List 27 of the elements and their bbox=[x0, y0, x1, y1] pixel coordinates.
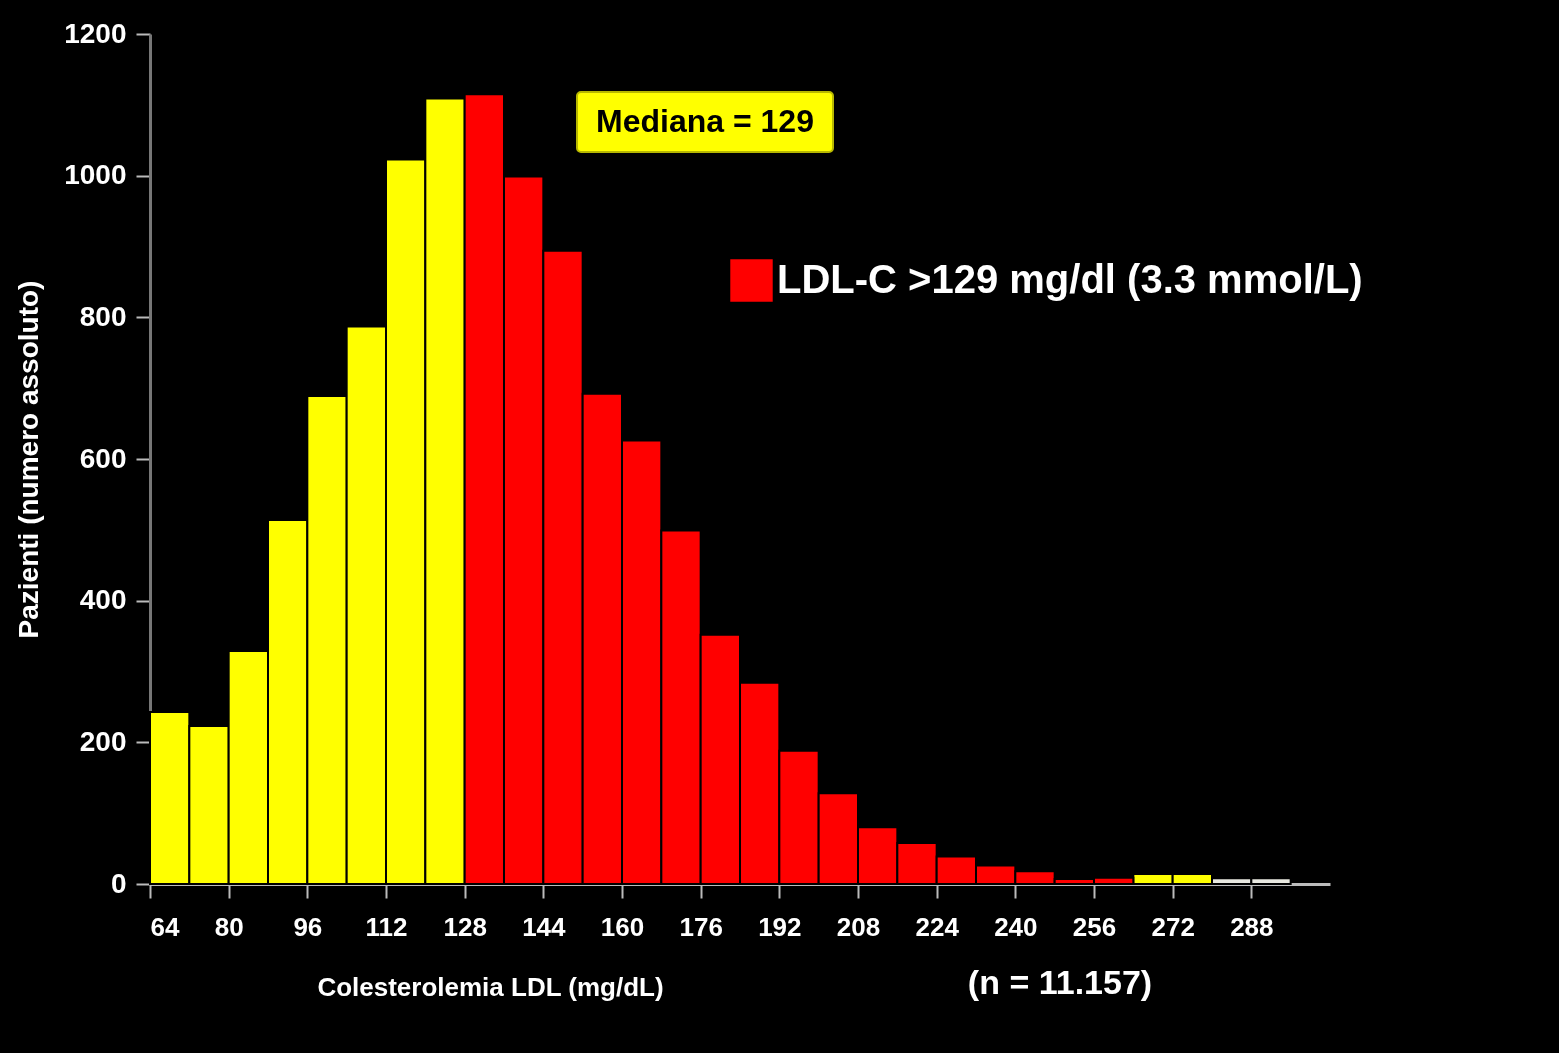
y-tick-label: 400 bbox=[79, 584, 127, 616]
x-tick-label: 224 bbox=[915, 911, 960, 942]
x-tick-label: 64 bbox=[150, 911, 180, 942]
y-tick-label: 0 bbox=[110, 867, 127, 899]
x-tick-label: 112 bbox=[365, 911, 408, 942]
x-tick-label: 256 bbox=[1072, 911, 1117, 942]
y-tick-label: 1200 bbox=[64, 17, 127, 49]
y-axis-title: Pazienti (numero assoluto) bbox=[13, 280, 45, 639]
text: (n = 11.157) bbox=[967, 963, 1153, 1001]
annotation: Mediana = 129 bbox=[596, 103, 814, 139]
x-tick-label: 272 bbox=[1151, 911, 1195, 942]
x-tick-label: 144 bbox=[522, 911, 567, 942]
x-tick-label: 208 bbox=[836, 911, 881, 942]
y-tick-label: 800 bbox=[79, 300, 127, 332]
x-tick-label: 176 bbox=[679, 911, 723, 942]
y-tick-label: 1000 bbox=[64, 159, 127, 191]
x-axis-title: Colesterolemia LDL (mg/dL) bbox=[317, 971, 664, 1002]
y-tick-label: 600 bbox=[79, 442, 127, 474]
x-tick-label: 160 bbox=[600, 911, 645, 942]
x-tick-label: 192 bbox=[758, 911, 802, 942]
x-tick-label: 240 bbox=[994, 911, 1038, 942]
x-tick-label: 80 bbox=[214, 911, 244, 942]
legend-label: LDL-C >129 mg/dl (3.3 mmol/L) bbox=[777, 256, 1363, 301]
x-tick-label: 96 bbox=[293, 911, 323, 942]
x-tick-label: 128 bbox=[443, 911, 487, 942]
x-tick-label: 288 bbox=[1230, 911, 1274, 942]
y-tick-label: 200 bbox=[79, 725, 127, 757]
